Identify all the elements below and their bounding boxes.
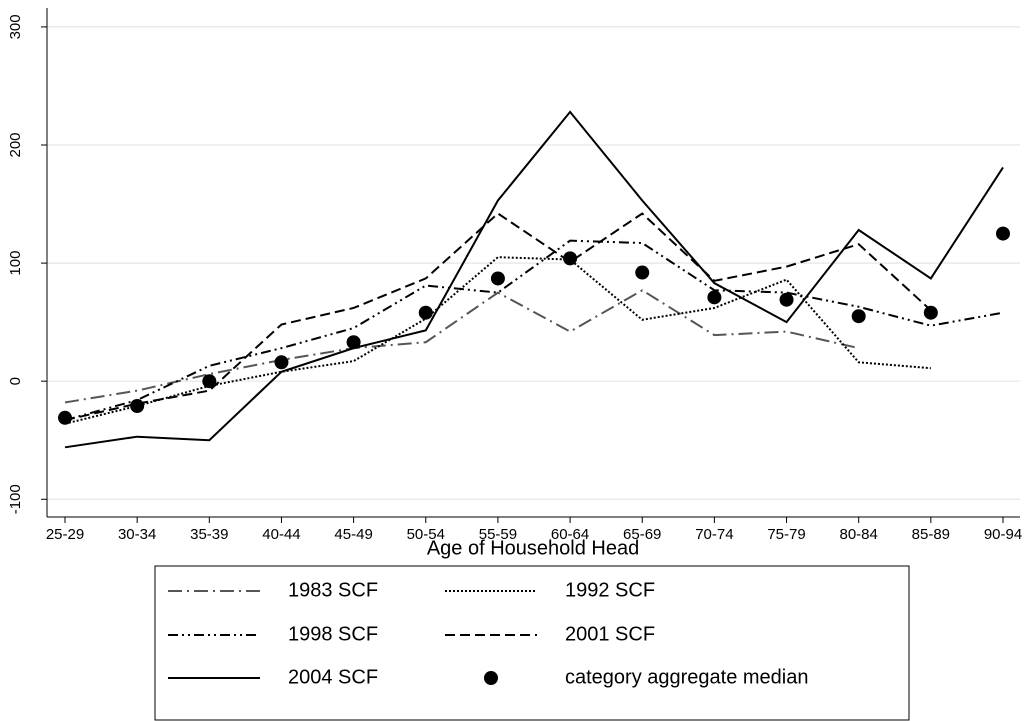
median-dot bbox=[58, 410, 72, 425]
y-tick-label: 0 bbox=[7, 377, 24, 385]
median-dot bbox=[130, 398, 145, 413]
y-tick-label: 300 bbox=[7, 14, 24, 39]
y-tick-label: 100 bbox=[7, 251, 24, 276]
legend-marker bbox=[484, 671, 498, 685]
x-tick-label: 65-69 bbox=[623, 526, 661, 543]
legend-label: 1992 SCF bbox=[565, 579, 655, 601]
series-line bbox=[64, 289, 859, 404]
median-dot bbox=[635, 265, 650, 280]
x-tick-label: 45-49 bbox=[334, 526, 372, 543]
x-tick-label: 80-84 bbox=[840, 526, 878, 543]
legend-label: category aggregate median bbox=[565, 666, 809, 688]
y-tick-label: -100 bbox=[7, 484, 24, 514]
median-dot bbox=[490, 271, 505, 286]
series-line bbox=[64, 110, 1004, 449]
x-tick-label: 25-29 bbox=[46, 526, 84, 543]
x-tick-label: 55-59 bbox=[479, 526, 517, 543]
x-tick-label: 70-74 bbox=[695, 526, 733, 543]
x-tick-label: 60-64 bbox=[551, 526, 589, 543]
legend-label: 2001 SCF bbox=[565, 623, 655, 645]
median-dot bbox=[779, 292, 794, 307]
median-dot bbox=[996, 226, 1010, 241]
x-tick-label: 85-89 bbox=[912, 526, 950, 543]
y-tick-label: 200 bbox=[7, 132, 24, 157]
legend-label: 1998 SCF bbox=[288, 623, 378, 645]
median-dot bbox=[563, 251, 578, 266]
median-dot bbox=[274, 355, 289, 370]
median-dot bbox=[707, 290, 722, 305]
median-dot bbox=[923, 305, 938, 320]
median-dot bbox=[202, 374, 217, 389]
legend-box bbox=[154, 565, 910, 721]
series-line bbox=[64, 239, 1004, 422]
x-tick-label: 30-34 bbox=[118, 526, 156, 543]
median-dot bbox=[851, 309, 866, 324]
x-tick-label: 35-39 bbox=[190, 526, 228, 543]
median-dot bbox=[418, 305, 433, 320]
x-tick-label: 90-94 bbox=[984, 526, 1022, 543]
legend-label: 1983 SCF bbox=[288, 579, 378, 601]
legend-label: 2004 SCF bbox=[288, 666, 378, 688]
x-tick-label: 40-44 bbox=[262, 526, 300, 543]
median-dot bbox=[346, 335, 361, 350]
series-line bbox=[64, 212, 932, 422]
x-axis-title: Age of Household Head bbox=[427, 537, 639, 559]
x-tick-label: 75-79 bbox=[767, 526, 805, 543]
x-tick-label: 50-54 bbox=[407, 526, 445, 543]
